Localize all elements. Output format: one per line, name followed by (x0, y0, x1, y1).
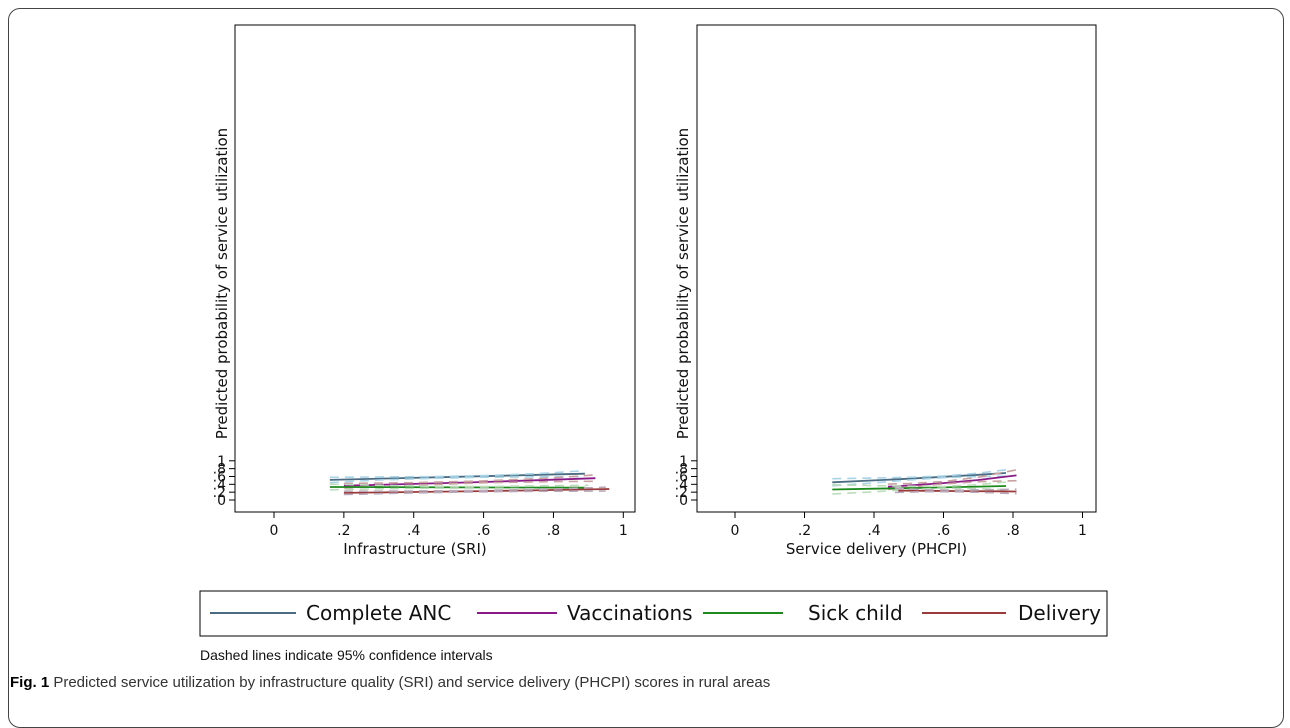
y-tick-label: .4 (213, 477, 226, 493)
y-tick-label: .6 (213, 469, 226, 485)
y-tick-label: .8 (675, 462, 688, 478)
y-tick-label: 0 (679, 493, 688, 509)
x-axis-title: Infrastructure (SRI) (343, 540, 486, 558)
ci-dashed-line (832, 469, 1007, 480)
legend-label: Delivery (1018, 601, 1101, 625)
x-tick-label: .4 (867, 523, 880, 539)
x-tick-label: .6 (937, 523, 950, 539)
x-tick-label: .8 (1006, 523, 1019, 539)
ci-dashed-line (343, 474, 596, 485)
y-tick-label: .8 (213, 462, 226, 478)
caption-label: Fig. 1 (10, 674, 50, 691)
series-line-vaccinations (887, 474, 1017, 488)
confidence-interval-note: Dashed lines indicate 95% confidence int… (200, 647, 493, 663)
x-axis-title: Service delivery (PHCPI) (786, 540, 967, 558)
y-axis-title: Predicted probability of service utiliza… (674, 128, 692, 439)
ci-dashed-line (894, 487, 1017, 492)
legend-label: Vaccinations (567, 601, 693, 625)
x-tick-label: 0 (270, 523, 279, 539)
legend: Complete ANC Vaccinations Sick child Delive… (199, 590, 1108, 637)
x-tick-label: .8 (547, 523, 560, 539)
ci-dashed-line (832, 481, 1007, 488)
series-line-sick-child (329, 486, 585, 489)
y-tick-label: 1 (217, 454, 226, 470)
x-tick-label: 1 (619, 523, 628, 539)
caption-text: Predicted service utilization by infrast… (53, 674, 771, 691)
ci-dashed-line (329, 483, 589, 488)
legend-label: Complete ANC (306, 601, 451, 625)
x-tick-label: .2 (337, 523, 350, 539)
legend-label: Sick child (808, 601, 903, 625)
x-tick-label: .6 (477, 523, 490, 539)
y-tick-label: 0 (217, 493, 226, 509)
ci-dashed-line (329, 469, 585, 479)
y-tick-label: .4 (675, 477, 688, 493)
figure-caption: Fig. 1 Predicted service utilization by … (10, 674, 770, 691)
y-tick-label: .6 (675, 469, 688, 485)
ci-dashed-line (343, 490, 606, 496)
series-line-complete-anc (832, 472, 1007, 484)
x-tick-label: .2 (798, 523, 811, 539)
y-axis-title: Predicted probability of service utiliza… (213, 128, 231, 439)
ci-dashed-line (894, 490, 1017, 495)
y-tick-label: .2 (213, 485, 226, 501)
x-tick-label: .4 (407, 523, 420, 539)
y-tick-label: .2 (675, 485, 688, 501)
series-line-sick-child (832, 485, 1007, 491)
x-tick-label: 1 (1078, 523, 1087, 539)
ci-dashed-line (329, 475, 585, 484)
x-tick-label: 0 (731, 523, 740, 539)
plot-area (696, 24, 1097, 513)
ci-dashed-line (343, 486, 606, 493)
ci-dashed-line (832, 487, 1007, 495)
plot-area (234, 24, 636, 513)
y-tick-label: 1 (679, 454, 688, 470)
